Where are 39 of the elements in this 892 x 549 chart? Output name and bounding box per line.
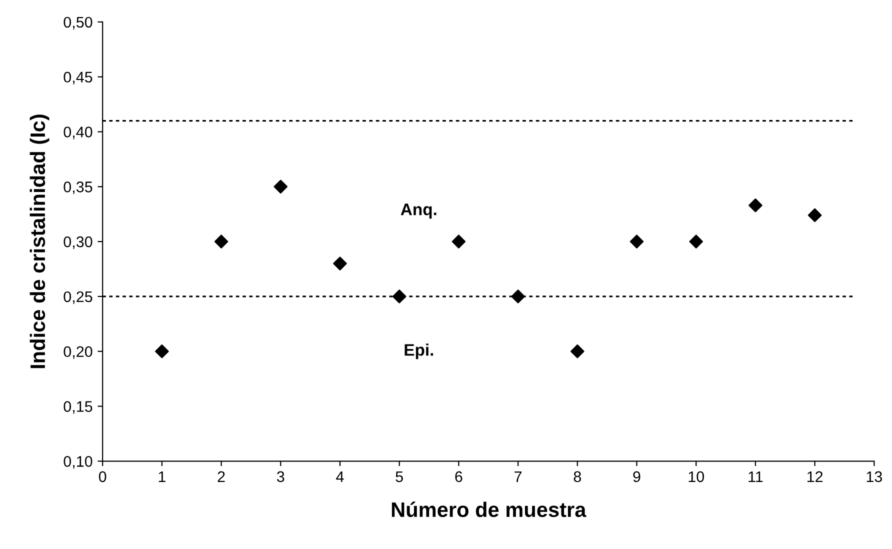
point (570, 344, 584, 358)
y-tick-label: 0,10 (64, 456, 92, 469)
x-tick-label: 0 (98, 471, 106, 482)
point (333, 256, 347, 270)
x-tick-label: 8 (574, 471, 581, 482)
point (748, 198, 762, 212)
point (630, 234, 644, 248)
y-tick-label: 0,20 (64, 346, 92, 359)
x-tick-label: 6 (455, 471, 462, 482)
y-tick-label: 0,25 (64, 291, 92, 304)
y-tick-label: 0,50 (64, 16, 92, 30)
x-tick-label: 7 (514, 471, 522, 482)
x-tick-label: 11 (748, 471, 763, 482)
x-tick-label: 1 (158, 471, 166, 482)
x-tick-label: 3 (276, 471, 284, 482)
x-tick-label: 5 (396, 471, 403, 482)
point (808, 208, 822, 222)
annotation: Epi. (404, 344, 434, 360)
y-tick-label: 0,35 (64, 182, 92, 194)
y-tick-label: 0,45 (64, 72, 92, 84)
x-tick-label: 4 (336, 471, 344, 482)
y-tick-label: 0,40 (64, 126, 92, 140)
x-tick-label: 12 (807, 471, 823, 482)
annotation: Anq. (400, 204, 436, 219)
y-tick-label: 0,15 (64, 401, 92, 414)
x-tick-label: 9 (633, 471, 640, 482)
x-tick-label: 10 (688, 471, 704, 482)
x-tick-label: 2 (218, 471, 225, 482)
point (392, 290, 406, 304)
y-axis-title: Indice de cristalinidad (Ic) (30, 114, 50, 368)
point (155, 344, 169, 358)
point (214, 234, 228, 248)
y-tick-label: 0,30 (64, 236, 92, 250)
point (274, 180, 288, 194)
x-axis-title: Número de muestra (392, 502, 586, 518)
x-tick-label: 13 (866, 471, 882, 482)
point (689, 234, 704, 248)
point (511, 290, 525, 304)
point (452, 234, 466, 248)
